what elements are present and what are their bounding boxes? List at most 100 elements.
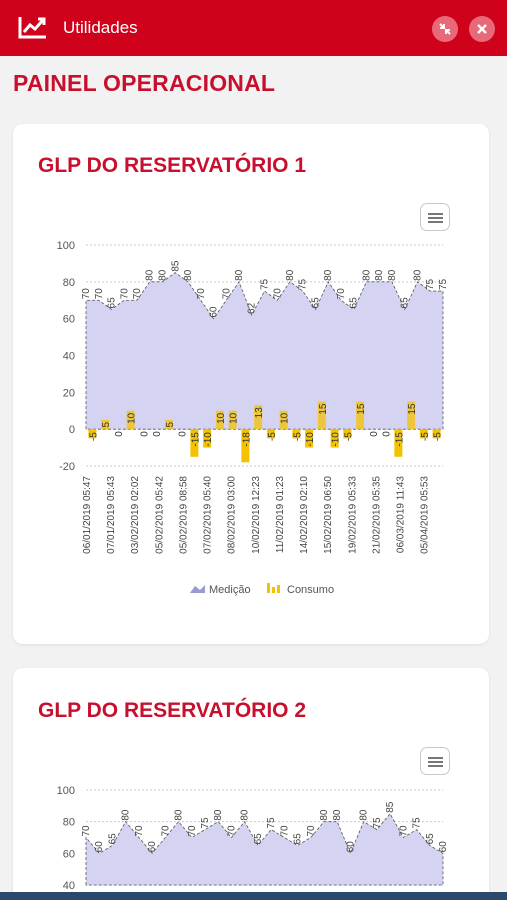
bar-consumo	[254, 405, 263, 430]
data-label: 75	[372, 817, 383, 829]
data-label: 80	[240, 809, 251, 821]
bar-label: -5	[292, 432, 303, 441]
bar-label: -10	[331, 432, 342, 447]
bottom-strip	[0, 892, 507, 900]
x-tick-label: 19/02/2019 05:33	[347, 476, 358, 554]
legend-label: Consumo	[287, 584, 334, 596]
data-label: 65	[253, 833, 264, 845]
chart-trend-icon	[18, 17, 46, 39]
data-label: 70	[134, 825, 145, 837]
data-label: 80	[285, 269, 296, 281]
top-bar: Utilidades	[0, 0, 507, 56]
legend-medicao-icon	[190, 585, 205, 593]
y-tick-label: 40	[63, 880, 75, 892]
data-label: 80	[362, 269, 373, 281]
bar-label: -15	[394, 432, 405, 447]
data-label: 80	[319, 809, 330, 821]
data-label: 70	[187, 825, 198, 837]
bar-label: 10	[216, 412, 227, 424]
data-label: 80	[387, 269, 398, 281]
bar-label: 10	[127, 412, 138, 424]
chart-menu-button-1[interactable]	[420, 203, 450, 231]
area-series-Medição	[85, 272, 444, 430]
bar-label: 5	[165, 422, 176, 428]
y-tick-label: 20	[63, 387, 75, 399]
data-label: 65	[400, 297, 411, 309]
y-tick-label: 60	[63, 314, 75, 326]
y-tick-label: -20	[59, 461, 75, 473]
bar-consumo	[419, 429, 428, 439]
data-label: 80	[234, 269, 245, 281]
x-tick-label: 05/04/2019 05:53	[420, 476, 431, 554]
data-label: 85	[170, 260, 181, 272]
y-tick-label: 40	[63, 351, 75, 363]
data-label: 80	[213, 809, 224, 821]
x-tick-label: 07/02/2019 05:40	[203, 476, 214, 554]
bar-consumo	[215, 410, 224, 430]
x-tick-label: 08/02/2019 03:00	[227, 476, 238, 554]
x-tick-label: 15/02/2019 06:50	[323, 476, 334, 554]
bar-consumo	[356, 401, 365, 430]
bar-label: -5	[433, 432, 444, 441]
data-label: 80	[413, 269, 424, 281]
data-label: 80	[174, 809, 185, 821]
bar-label: 0	[178, 431, 189, 437]
data-label: 70	[272, 288, 283, 300]
y-tick-label: 0	[69, 424, 75, 436]
chart-title-2: GLP DO RESERVATÓRIO 2	[38, 699, 306, 722]
data-label: 65	[293, 833, 304, 845]
bar-consumo	[164, 419, 173, 430]
data-label: 75	[200, 817, 211, 829]
legend-consumo-icon-c	[277, 585, 280, 593]
data-label: 70	[119, 288, 130, 300]
bar-label: 15	[318, 403, 329, 415]
bar-label: 0	[139, 431, 150, 437]
bar-label: -5	[343, 432, 354, 441]
bar-consumo	[305, 429, 314, 448]
data-label: 60	[209, 306, 220, 318]
data-label: 65	[107, 833, 118, 845]
x-tick-label: 07/01/2019 05:43	[106, 476, 117, 554]
data-label: 65	[107, 297, 118, 309]
bar-label: -5	[88, 432, 99, 441]
data-label: 75	[438, 278, 449, 290]
bar-consumo	[266, 429, 275, 439]
bar-label: 10	[229, 412, 240, 424]
x-tick-label: 06/01/2019 05:47	[82, 476, 93, 554]
data-label: 70	[221, 288, 232, 300]
data-label: 80	[145, 269, 156, 281]
x-tick-label: 10/02/2019 12:23	[251, 476, 262, 554]
data-label: 80	[374, 269, 385, 281]
bar-consumo	[101, 419, 110, 430]
bar-label: -18	[241, 432, 252, 447]
data-label: 70	[226, 825, 237, 837]
x-tick-label: 05/02/2019 08:58	[178, 476, 189, 554]
bar-label: 13	[254, 407, 265, 419]
shrink-button[interactable]	[432, 16, 458, 42]
shrink-arrows-icon	[439, 23, 451, 35]
data-label: 70	[279, 825, 290, 837]
data-label: 80	[359, 809, 370, 821]
bar-consumo	[126, 410, 135, 430]
legend-label: Medição	[209, 584, 251, 596]
chart-title-1: GLP DO RESERVATÓRIO 1	[38, 154, 306, 177]
data-label: 60	[438, 841, 449, 853]
data-label: 60	[345, 841, 356, 853]
data-label: 80	[323, 269, 334, 281]
close-button[interactable]	[469, 16, 495, 42]
bar-label: 0	[152, 431, 163, 437]
bar-consumo	[88, 429, 97, 439]
data-label: 65	[425, 833, 436, 845]
bar-label: -5	[420, 432, 431, 441]
bar-label: 15	[356, 403, 367, 415]
bar-consumo	[292, 429, 301, 439]
bar-consumo	[279, 410, 288, 430]
bar-consumo	[407, 401, 416, 430]
data-label: 75	[412, 817, 423, 829]
data-label: 80	[158, 269, 169, 281]
chart-menu-button-2[interactable]	[420, 747, 450, 775]
data-label: 75	[260, 278, 271, 290]
data-label: 65	[311, 297, 322, 309]
